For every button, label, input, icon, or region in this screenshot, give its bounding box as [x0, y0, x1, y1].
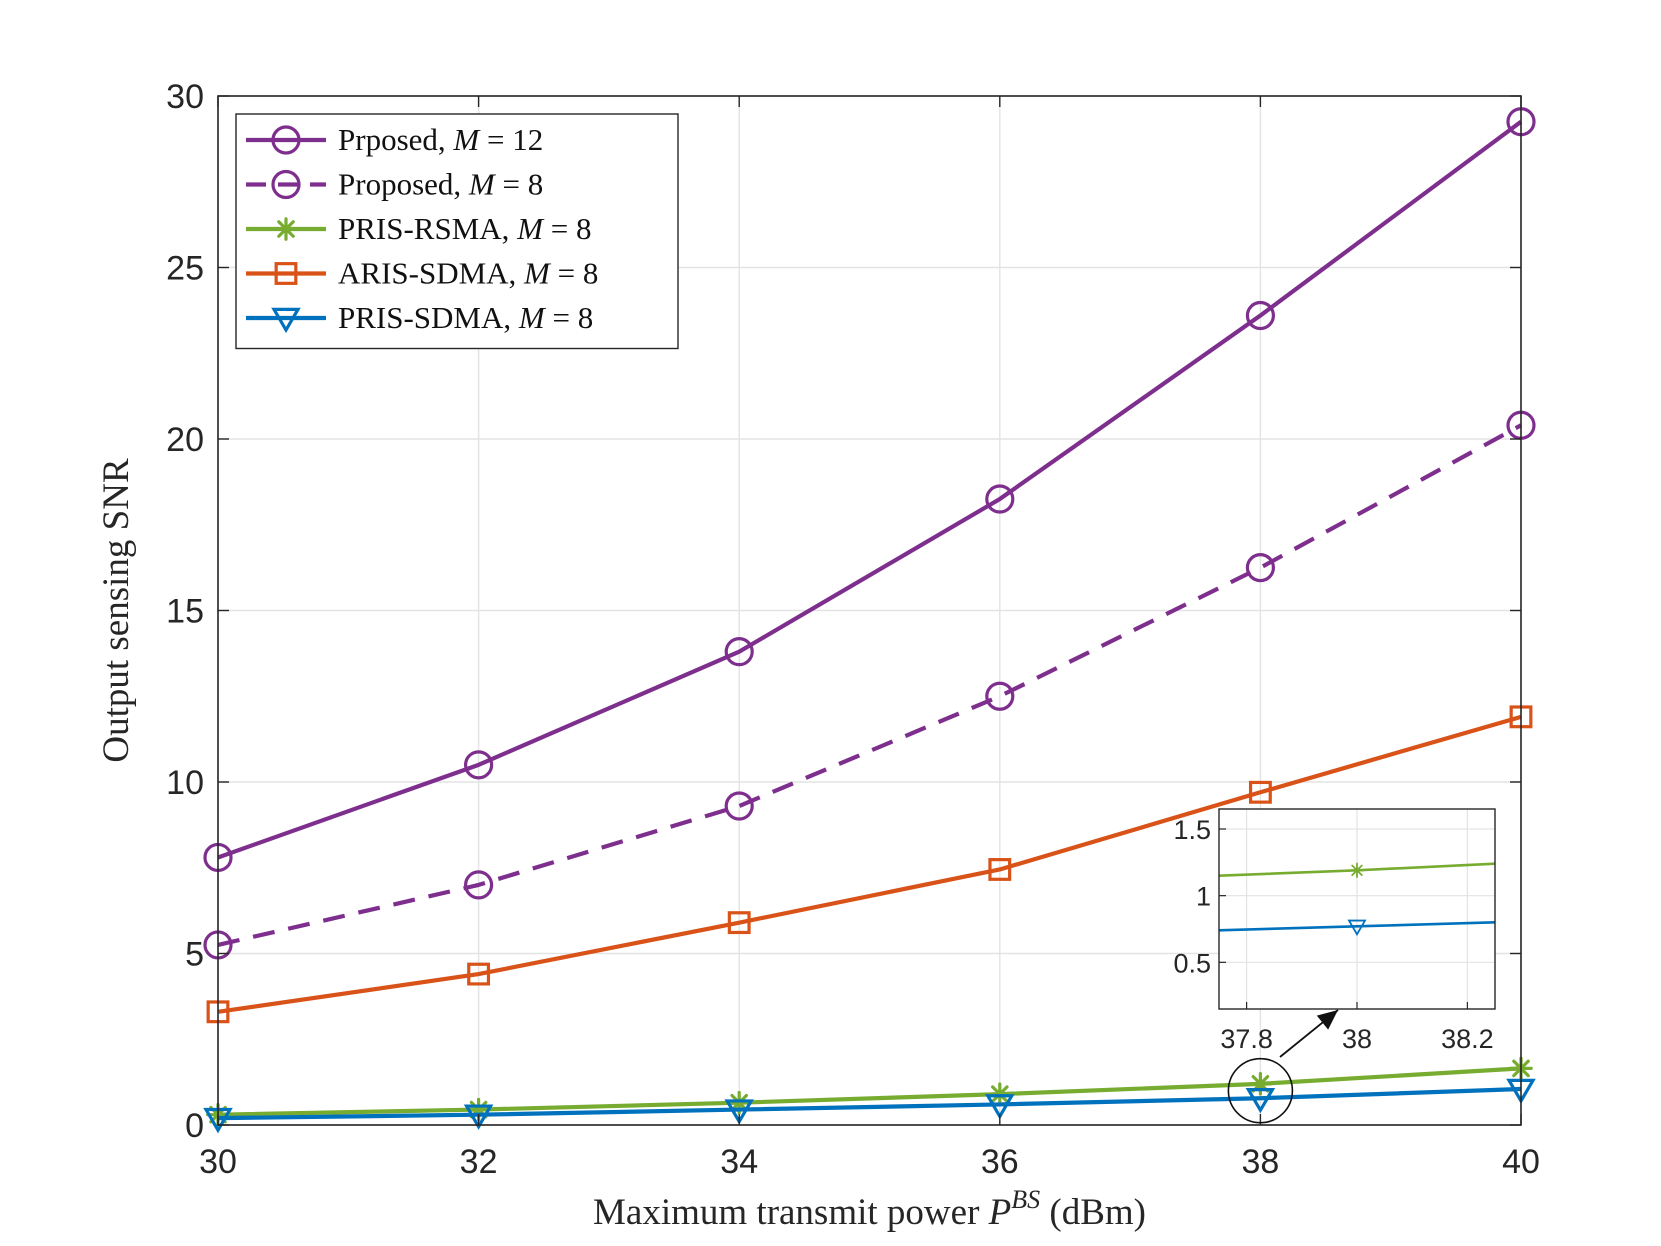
- legend-label: PRIS-RSMA, M = 8: [338, 211, 592, 246]
- legend-label-value: = 8: [545, 300, 593, 335]
- legend-marker: [274, 262, 298, 285]
- y-tick-label: 20: [166, 421, 204, 459]
- inset-y-tick-label: 1: [1196, 882, 1211, 912]
- legend-label-text: PRIS-RSMA,: [338, 211, 517, 246]
- series-line: [217, 714, 1522, 1014]
- legend-label-var: M: [518, 300, 547, 335]
- inset-x-tick-label: 38.2: [1441, 1024, 1494, 1054]
- legend-label-text: PRIS-SDMA,: [338, 300, 519, 335]
- series-aris-sdma: [206, 705, 1533, 1024]
- inset-x-tick-label: 37.8: [1220, 1024, 1273, 1054]
- data-point-marker: [988, 1082, 1012, 1106]
- data-point-marker: [1248, 1072, 1273, 1096]
- y-tick-label: 30: [166, 78, 204, 116]
- inset-chart: 37.8 38 38.2 0.5 1 1.5: [1173, 808, 1496, 1054]
- zoom-circle: [1227, 1057, 1294, 1124]
- legend-box: [235, 113, 679, 350]
- x-axis-label-prefix: Maximum transmit power: [593, 1192, 989, 1233]
- legend-marker: [271, 307, 301, 334]
- series-line: [217, 423, 1523, 947]
- x-tick-label: 40: [1502, 1143, 1540, 1181]
- legend-entry: PRIS-RSMA, M = 8: [246, 211, 592, 246]
- data-point-marker: [985, 1094, 1015, 1120]
- legend-label-var: M: [452, 122, 481, 157]
- legend-label-value: = 8: [495, 167, 543, 202]
- inset-y-tick-label: 0.5: [1173, 948, 1211, 978]
- inset-marker: [1349, 862, 1365, 879]
- axis-ticks: 30 32 34 36 38 40 0 5 10 15 20 25 30: [166, 78, 1540, 1181]
- legend-label: PRIS-SDMA, M = 8: [338, 300, 593, 335]
- legend-marker: [274, 217, 298, 241]
- x-tick-label: 32: [460, 1143, 498, 1181]
- legend-label: Prposed, M = 12: [338, 122, 543, 157]
- data-point-marker: [985, 681, 1015, 711]
- zoom-arrow-head: [1316, 1010, 1338, 1030]
- legend-label-value: = 8: [543, 211, 591, 246]
- y-tick-label: 0: [185, 1107, 204, 1145]
- legend-label-var: M: [523, 256, 552, 291]
- x-tick-label: 34: [720, 1143, 758, 1181]
- data-point-marker: [1248, 780, 1272, 804]
- inset-marker: [1347, 919, 1367, 937]
- series-line: [217, 1066, 1522, 1117]
- data-point-marker: [466, 1097, 491, 1122]
- data-point-marker: [724, 637, 754, 667]
- data-point-marker: [724, 791, 754, 821]
- legend-entry: ARIS-SDMA, M = 8: [246, 256, 598, 291]
- legend-marker: [271, 125, 301, 155]
- x-tick-label: 36: [981, 1143, 1019, 1181]
- legend-label-value: = 8: [550, 256, 598, 291]
- x-axis-label-symbol: P: [988, 1192, 1012, 1233]
- data-point-marker: [467, 962, 491, 986]
- x-axis-label: Maximum transmit power PBS (dBm): [593, 1185, 1146, 1233]
- y-tick-label: 5: [185, 936, 204, 974]
- series-line: [217, 120, 1523, 860]
- data-point-marker: [727, 1090, 751, 1115]
- x-tick-label: 30: [199, 1143, 237, 1181]
- legend-label-text: ARIS-SDMA,: [338, 256, 524, 291]
- inset-y-tick-label: 1.5: [1173, 815, 1211, 845]
- data-point-marker: [727, 911, 751, 935]
- y-tick-label: 25: [166, 250, 204, 288]
- data-point-marker: [1245, 553, 1276, 583]
- legend-label-value: = 12: [479, 122, 543, 157]
- data-point-marker: [464, 870, 494, 900]
- data-point-marker: [464, 750, 494, 780]
- data-point-marker: [985, 484, 1015, 514]
- legend-entry: Proposed, M = 8: [246, 167, 543, 202]
- legend-label-var: M: [468, 167, 497, 202]
- zoom-annotation: [1227, 1009, 1339, 1124]
- series-pris-sdma: [203, 1078, 1536, 1134]
- y-tick-label: 10: [166, 764, 204, 802]
- data-point-marker: [463, 1104, 494, 1130]
- y-tick-label: 15: [166, 593, 204, 631]
- legend-entry: PRIS-SDMA, M = 8: [246, 300, 593, 335]
- legend-label: ARIS-SDMA, M = 8: [338, 256, 598, 291]
- x-tick-label: 38: [1241, 1143, 1279, 1181]
- inset-x-tick-label: 38: [1342, 1024, 1372, 1054]
- x-axis-label-superscript: BS: [1011, 1185, 1040, 1214]
- x-axis-label-suffix: (dBm): [1040, 1192, 1146, 1233]
- legend-marker: [271, 169, 301, 200]
- legend-label-var: M: [516, 211, 545, 246]
- data-point-marker: [988, 858, 1012, 881]
- data-point-marker: [1245, 1088, 1276, 1114]
- data-point-marker: [724, 1099, 754, 1125]
- inset-series-line: [1218, 921, 1496, 932]
- legend-label-text: Prposed,: [338, 122, 453, 157]
- series-line: [217, 1086, 1522, 1121]
- legend-entry: Prposed, M = 12: [246, 122, 543, 157]
- inset-series: [1218, 919, 1496, 937]
- data-point-marker: [1245, 300, 1276, 331]
- y-axis-label: Output sensing SNR: [96, 458, 137, 763]
- legend-label: Proposed, M = 8: [338, 167, 543, 202]
- inset-series: [1218, 862, 1496, 879]
- legend-label-text: Proposed,: [338, 167, 469, 202]
